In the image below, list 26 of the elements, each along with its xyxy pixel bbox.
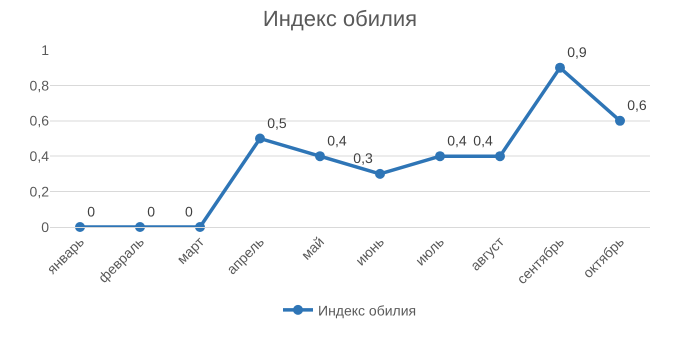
data-label: 0,4 — [473, 132, 493, 148]
x-tick-label: май — [298, 234, 328, 263]
y-tick-label: 0,8 — [30, 77, 50, 94]
data-label: 0 — [184, 203, 193, 220]
y-tick-label: 0,2 — [30, 184, 50, 200]
point — [435, 151, 445, 162]
point — [315, 151, 325, 162]
point — [375, 168, 385, 179]
data-label: 0,3 — [353, 150, 373, 166]
data-label: 0,4 — [327, 132, 347, 148]
point — [615, 116, 625, 126]
data-label: 0,5 — [267, 114, 287, 131]
y-tick-label: 0,6 — [30, 112, 50, 129]
y-tick-label: 0,4 — [30, 148, 50, 164]
y-tick-label: 0 — [41, 218, 50, 235]
data-label: 0 — [147, 203, 156, 220]
point — [495, 151, 505, 162]
data-label: 0,6 — [627, 97, 647, 114]
data-label: 0,4 — [447, 132, 467, 148]
data-label: 0,9 — [567, 44, 587, 60]
y-tick-label: 1 — [41, 42, 50, 58]
data-label: 0 — [87, 203, 96, 220]
point — [255, 134, 265, 144]
legend-label: Индекс обилия — [318, 302, 416, 318]
point — [555, 62, 565, 73]
chart-title: Индекс обилия — [262, 6, 418, 31]
